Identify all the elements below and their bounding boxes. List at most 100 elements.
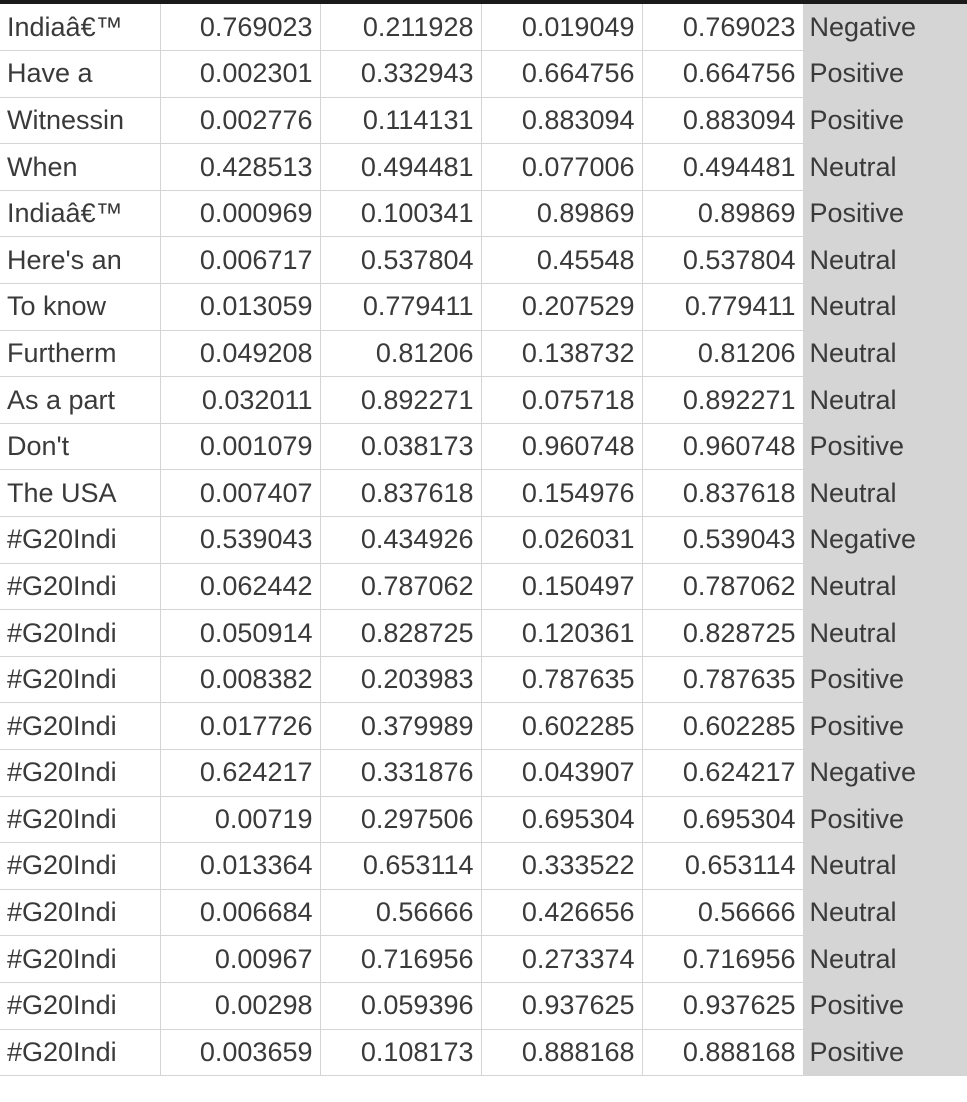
cell-sentiment-label[interactable]: Neutral: [803, 563, 967, 611]
cell-negative-score[interactable]: 0.000969: [160, 190, 321, 238]
cell-tweet-text[interactable]: #G20Indi: [0, 609, 161, 657]
cell-neutral-score[interactable]: 0.787062: [320, 563, 482, 611]
cell-negative-score[interactable]: 0.062442: [160, 563, 321, 611]
cell-max-score[interactable]: 0.81206: [642, 330, 804, 378]
cell-tweet-text[interactable]: The USA: [0, 469, 161, 518]
cell-negative-score[interactable]: 0.002776: [160, 97, 321, 145]
cell-negative-score[interactable]: 0.624217: [160, 749, 321, 797]
cell-negative-score[interactable]: 0.428513: [160, 143, 321, 191]
cell-max-score[interactable]: 0.539043: [642, 516, 804, 564]
cell-neutral-score[interactable]: 0.332943: [320, 50, 482, 98]
cell-sentiment-label[interactable]: Positive: [803, 423, 967, 471]
cell-positive-score[interactable]: 0.45548: [481, 236, 643, 285]
cell-positive-score[interactable]: 0.154976: [481, 469, 643, 518]
cell-tweet-text[interactable]: To know: [0, 283, 161, 331]
cell-positive-score[interactable]: 0.077006: [481, 143, 643, 191]
cell-positive-score[interactable]: 0.602285: [481, 702, 643, 750]
cell-max-score[interactable]: 0.537804: [642, 236, 804, 285]
cell-max-score[interactable]: 0.664756: [642, 50, 804, 98]
cell-sentiment-label[interactable]: Neutral: [803, 935, 967, 983]
cell-max-score[interactable]: 0.624217: [642, 749, 804, 797]
cell-max-score[interactable]: 0.56666: [642, 889, 804, 937]
cell-sentiment-label[interactable]: Negative: [803, 516, 967, 564]
cell-tweet-text[interactable]: #G20Indi: [0, 656, 161, 704]
cell-max-score[interactable]: 0.787635: [642, 656, 804, 704]
cell-positive-score[interactable]: 0.960748: [481, 423, 643, 471]
cell-positive-score[interactable]: 0.937625: [481, 982, 643, 1030]
cell-sentiment-label[interactable]: Positive: [803, 982, 967, 1030]
cell-neutral-score[interactable]: 0.837618: [320, 469, 482, 518]
cell-positive-score[interactable]: 0.138732: [481, 330, 643, 378]
cell-positive-score[interactable]: 0.207529: [481, 283, 643, 331]
cell-max-score[interactable]: 0.892271: [642, 376, 804, 424]
cell-tweet-text[interactable]: #G20Indi: [0, 796, 161, 844]
cell-negative-score[interactable]: 0.002301: [160, 50, 321, 98]
cell-neutral-score[interactable]: 0.494481: [320, 143, 482, 191]
cell-sentiment-label[interactable]: Positive: [803, 50, 967, 98]
cell-neutral-score[interactable]: 0.56666: [320, 889, 482, 937]
cell-negative-score[interactable]: 0.006717: [160, 236, 321, 285]
cell-sentiment-label[interactable]: Neutral: [803, 283, 967, 331]
cell-sentiment-label[interactable]: Neutral: [803, 376, 967, 424]
cell-positive-score[interactable]: 0.333522: [481, 842, 643, 890]
cell-positive-score[interactable]: 0.075718: [481, 376, 643, 424]
cell-tweet-text[interactable]: #G20Indi: [0, 889, 161, 937]
cell-neutral-score[interactable]: 0.779411: [320, 283, 482, 331]
cell-positive-score[interactable]: 0.150497: [481, 563, 643, 611]
cell-negative-score[interactable]: 0.050914: [160, 609, 321, 657]
cell-max-score[interactable]: 0.888168: [642, 1029, 804, 1077]
cell-max-score[interactable]: 0.883094: [642, 97, 804, 145]
cell-sentiment-label[interactable]: Neutral: [803, 143, 967, 191]
cell-sentiment-label[interactable]: Neutral: [803, 889, 967, 937]
cell-neutral-score[interactable]: 0.108173: [320, 1029, 482, 1077]
cell-sentiment-label[interactable]: Positive: [803, 702, 967, 750]
cell-neutral-score[interactable]: 0.100341: [320, 190, 482, 238]
cell-tweet-text[interactable]: Here's an: [0, 236, 161, 285]
cell-positive-score[interactable]: 0.426656: [481, 889, 643, 937]
cell-neutral-score[interactable]: 0.114131: [320, 97, 482, 145]
cell-negative-score[interactable]: 0.003659: [160, 1029, 321, 1077]
cell-sentiment-label[interactable]: Neutral: [803, 330, 967, 378]
cell-neutral-score[interactable]: 0.379989: [320, 702, 482, 750]
cell-positive-score[interactable]: 0.026031: [481, 516, 643, 564]
cell-tweet-text[interactable]: Indiaâ€™: [0, 190, 161, 238]
cell-tweet-text[interactable]: Don't: [0, 423, 161, 471]
cell-negative-score[interactable]: 0.769023: [160, 4, 321, 52]
cell-neutral-score[interactable]: 0.331876: [320, 749, 482, 797]
cell-tweet-text[interactable]: #G20Indi: [0, 516, 161, 564]
cell-max-score[interactable]: 0.653114: [642, 842, 804, 890]
cell-positive-score[interactable]: 0.664756: [481, 50, 643, 98]
cell-negative-score[interactable]: 0.00719: [160, 796, 321, 844]
cell-negative-score[interactable]: 0.006684: [160, 889, 321, 937]
cell-negative-score[interactable]: 0.539043: [160, 516, 321, 564]
cell-tweet-text[interactable]: #G20Indi: [0, 702, 161, 750]
cell-sentiment-label[interactable]: Negative: [803, 4, 967, 52]
cell-tweet-text[interactable]: #G20Indi: [0, 749, 161, 797]
cell-negative-score[interactable]: 0.049208: [160, 330, 321, 378]
cell-tweet-text[interactable]: As a part: [0, 376, 161, 424]
cell-tweet-text[interactable]: #G20Indi: [0, 982, 161, 1030]
cell-positive-score[interactable]: 0.888168: [481, 1029, 643, 1077]
cell-sentiment-label[interactable]: Positive: [803, 656, 967, 704]
cell-neutral-score[interactable]: 0.059396: [320, 982, 482, 1030]
cell-tweet-text[interactable]: #G20Indi: [0, 1029, 161, 1077]
cell-max-score[interactable]: 0.779411: [642, 283, 804, 331]
cell-sentiment-label[interactable]: Neutral: [803, 469, 967, 518]
cell-neutral-score[interactable]: 0.211928: [320, 4, 482, 52]
cell-positive-score[interactable]: 0.787635: [481, 656, 643, 704]
cell-max-score[interactable]: 0.960748: [642, 423, 804, 471]
cell-neutral-score[interactable]: 0.038173: [320, 423, 482, 471]
cell-negative-score[interactable]: 0.013059: [160, 283, 321, 331]
cell-max-score[interactable]: 0.787062: [642, 563, 804, 611]
cell-negative-score[interactable]: 0.00967: [160, 935, 321, 983]
cell-tweet-text[interactable]: When: [0, 143, 161, 191]
cell-positive-score[interactable]: 0.120361: [481, 609, 643, 657]
cell-sentiment-label[interactable]: Neutral: [803, 609, 967, 657]
cell-negative-score[interactable]: 0.007407: [160, 469, 321, 518]
cell-negative-score[interactable]: 0.008382: [160, 656, 321, 704]
cell-tweet-text[interactable]: Have a: [0, 50, 161, 98]
cell-sentiment-label[interactable]: Positive: [803, 190, 967, 238]
cell-max-score[interactable]: 0.837618: [642, 469, 804, 518]
cell-max-score[interactable]: 0.828725: [642, 609, 804, 657]
cell-max-score[interactable]: 0.89869: [642, 190, 804, 238]
